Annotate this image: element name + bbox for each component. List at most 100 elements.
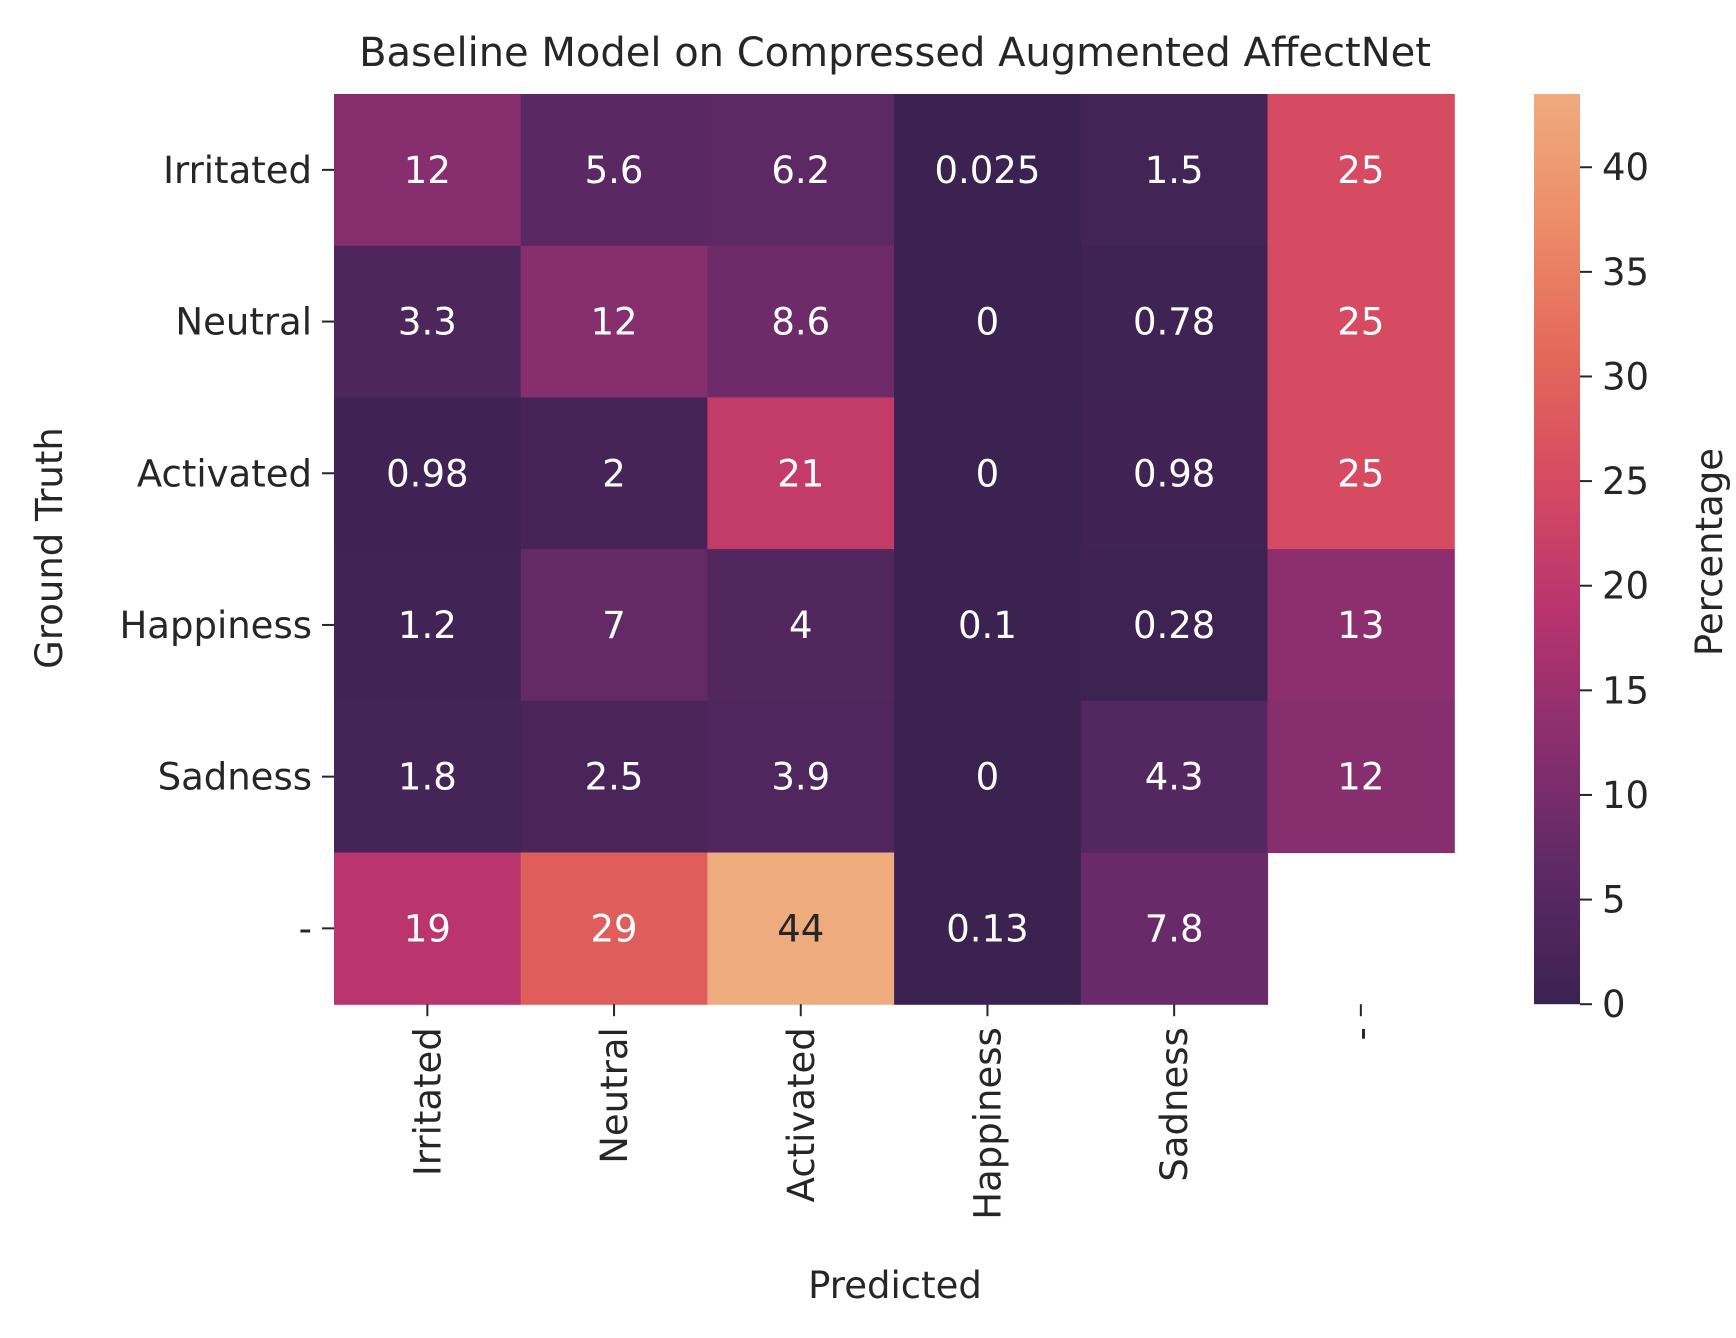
- cell-annotation: 21: [777, 452, 824, 495]
- heatmap-cell: [1080, 700, 1269, 854]
- cell-annotation: 29: [591, 907, 638, 950]
- y-tick-label: -: [299, 907, 312, 950]
- colorbar-label: Percentage: [1688, 448, 1731, 656]
- colorbar: 0 5 10 15 20 25 30 35 40: [1534, 94, 1649, 1026]
- heatmap-cell: [894, 700, 1082, 854]
- colorbar-tick-label: 35: [1602, 251, 1649, 294]
- heatmap-cell: [520, 700, 708, 854]
- cell-annotation: 0: [976, 452, 1000, 495]
- x-axis-label: Predicted: [808, 1264, 982, 1307]
- colorbar-tick-label: 10: [1602, 774, 1649, 817]
- heatmap-cell: [707, 245, 895, 398]
- cell-annotation: 0: [976, 756, 1000, 799]
- heatmap-cell: [334, 549, 522, 702]
- cell-annotation: 1.2: [398, 604, 457, 647]
- x-tick-label: Activated: [780, 1027, 823, 1202]
- cell-annotation: 0.98: [1133, 452, 1215, 495]
- cell-annotation: 2.5: [585, 756, 644, 799]
- heatmap-cell: [334, 397, 522, 550]
- heatmap-cell: [1267, 94, 1455, 247]
- cell-annotation: 0: [976, 301, 1000, 344]
- y-tick-label: Happiness: [119, 604, 312, 647]
- heatmap-cell: [1080, 94, 1269, 247]
- heatmap-cell: [334, 700, 522, 854]
- cell-annotation: 12: [591, 301, 638, 344]
- cell-annotation: 12: [1337, 756, 1384, 799]
- x-tick-label: Happiness: [966, 1027, 1009, 1220]
- heatmap-cell: [894, 549, 1082, 702]
- heatmap-cell: [1080, 852, 1269, 1005]
- heatmap-cell: [707, 397, 895, 550]
- cell-annotations: 12 5.6 6.2 0.025 1.5 25 3.3 12 8.6 0 0.78 25 0.98 2 21…: [386, 149, 1384, 950]
- heatmap-cell: [334, 94, 522, 247]
- heatmap-cell: [707, 700, 895, 854]
- cell-annotation: 4.3: [1145, 756, 1204, 799]
- cell-annotation: 6.2: [771, 149, 830, 192]
- heatmap-cell: [1080, 397, 1269, 550]
- cell-annotation: 3.3: [398, 301, 457, 344]
- heatmap-cell: [520, 245, 708, 398]
- cell-annotation: 12: [404, 149, 451, 192]
- y-tick-label: Irritated: [163, 149, 312, 192]
- heatmap-cell: [334, 852, 522, 1005]
- heatmap-cell: [1267, 700, 1455, 854]
- chart-title: Baseline Model on Compressed Augmented A…: [359, 30, 1431, 76]
- cell-annotation: 0.13: [946, 907, 1028, 950]
- heatmap-cell: [520, 852, 708, 1005]
- cell-annotation: 25: [1337, 301, 1384, 344]
- y-axis-ticks: Irritated Neutral Activated Happiness Sadnes…: [119, 149, 334, 950]
- colorbar-tick-label: 40: [1602, 146, 1649, 189]
- heatmap-cells: [334, 94, 1455, 1005]
- heatmap-cell: [894, 245, 1082, 398]
- cell-annotation: 7: [602, 604, 626, 647]
- colorbar-tick-label: 20: [1602, 565, 1649, 608]
- cell-annotation: 4: [789, 604, 813, 647]
- cell-annotation: 25: [1337, 149, 1384, 192]
- cell-annotation: 2: [602, 452, 626, 495]
- x-axis-ticks: Irritated Neutral Activated Happiness Sadnes…: [406, 1004, 1383, 1220]
- cell-annotation: 5.6: [585, 149, 644, 192]
- heatmap-cell: [520, 549, 708, 702]
- cell-annotation: 8.6: [771, 301, 830, 344]
- cell-annotation: 13: [1337, 604, 1384, 647]
- cell-annotation: 3.9: [771, 756, 830, 799]
- cell-annotation: 19: [404, 907, 451, 950]
- heatmap-cell: [1267, 549, 1455, 702]
- heatmap-cell: [894, 852, 1082, 1005]
- cell-annotation: 0.1: [958, 604, 1017, 647]
- x-tick-label: -: [1340, 1027, 1383, 1040]
- heatmap-cell: [707, 94, 895, 247]
- heatmap-cell: [707, 852, 895, 1005]
- cell-annotation: 0.28: [1133, 604, 1215, 647]
- colorbar-tick-label: 0: [1602, 983, 1626, 1026]
- x-tick-label: Sadness: [1153, 1027, 1196, 1181]
- cell-annotation: 0.025: [934, 149, 1040, 192]
- x-tick-label: Irritated: [406, 1027, 449, 1176]
- y-tick-label: Neutral: [175, 301, 312, 344]
- cell-annotation: 7.8: [1145, 907, 1204, 950]
- heatmap-cell: [520, 94, 708, 247]
- colorbar-tick-label: 30: [1602, 355, 1649, 398]
- heatmap-cell: [1267, 397, 1455, 550]
- heatmap-cell: [894, 397, 1082, 550]
- heatmap-cell: [1080, 549, 1269, 702]
- heatmap-cell: [707, 549, 895, 702]
- y-axis-label: Ground Truth: [28, 427, 71, 669]
- heatmap-cell: [1080, 245, 1269, 398]
- cell-annotation: 25: [1337, 452, 1384, 495]
- colorbar-tick-label: 25: [1602, 460, 1649, 503]
- cell-annotation: 0.78: [1133, 301, 1215, 344]
- cell-annotation: 1.8: [398, 756, 457, 799]
- x-tick-label: Neutral: [593, 1027, 636, 1164]
- cell-annotation: 1.5: [1145, 149, 1204, 192]
- heatmap-cell: [520, 397, 708, 550]
- heatmap-cell: [894, 94, 1082, 247]
- y-tick-label: Activated: [137, 452, 312, 495]
- colorbar-gradient: [1534, 94, 1580, 1005]
- colorbar-tick-label: 5: [1602, 879, 1626, 922]
- colorbar-tick-label: 15: [1602, 669, 1649, 712]
- heatmap-cell: [334, 245, 522, 398]
- heatmap-cell: [1267, 245, 1455, 398]
